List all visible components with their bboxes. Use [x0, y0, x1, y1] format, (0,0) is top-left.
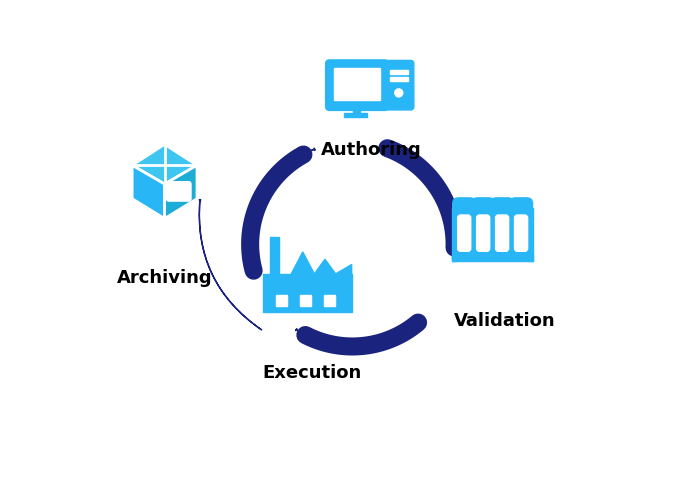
FancyBboxPatch shape	[167, 182, 191, 202]
Bar	[276, 295, 286, 307]
Bar	[270, 238, 279, 275]
Bar	[528, 208, 533, 262]
Polygon shape	[132, 145, 197, 185]
Polygon shape	[336, 265, 351, 275]
Polygon shape	[132, 166, 164, 219]
Bar	[452, 208, 457, 262]
Bar	[344, 114, 368, 118]
FancyBboxPatch shape	[477, 216, 490, 252]
FancyBboxPatch shape	[510, 198, 533, 261]
FancyBboxPatch shape	[453, 198, 476, 261]
Bar	[324, 295, 335, 307]
Bar	[262, 275, 351, 312]
FancyBboxPatch shape	[326, 61, 388, 111]
FancyBboxPatch shape	[458, 216, 470, 252]
Bar	[300, 295, 311, 307]
Polygon shape	[164, 166, 197, 219]
Bar	[334, 69, 380, 101]
FancyBboxPatch shape	[491, 198, 514, 261]
FancyBboxPatch shape	[472, 198, 495, 261]
Bar	[353, 107, 360, 115]
FancyBboxPatch shape	[384, 61, 414, 111]
Bar	[390, 78, 407, 82]
FancyBboxPatch shape	[514, 216, 528, 252]
Text: Validation: Validation	[454, 311, 555, 329]
Polygon shape	[314, 260, 336, 275]
Text: Execution: Execution	[262, 363, 362, 381]
Circle shape	[395, 90, 402, 98]
Polygon shape	[291, 252, 314, 275]
Text: Authoring: Authoring	[321, 140, 422, 158]
FancyBboxPatch shape	[496, 216, 509, 252]
Bar	[390, 71, 407, 74]
Text: Archiving: Archiving	[117, 268, 212, 287]
Bar	[452, 255, 533, 262]
